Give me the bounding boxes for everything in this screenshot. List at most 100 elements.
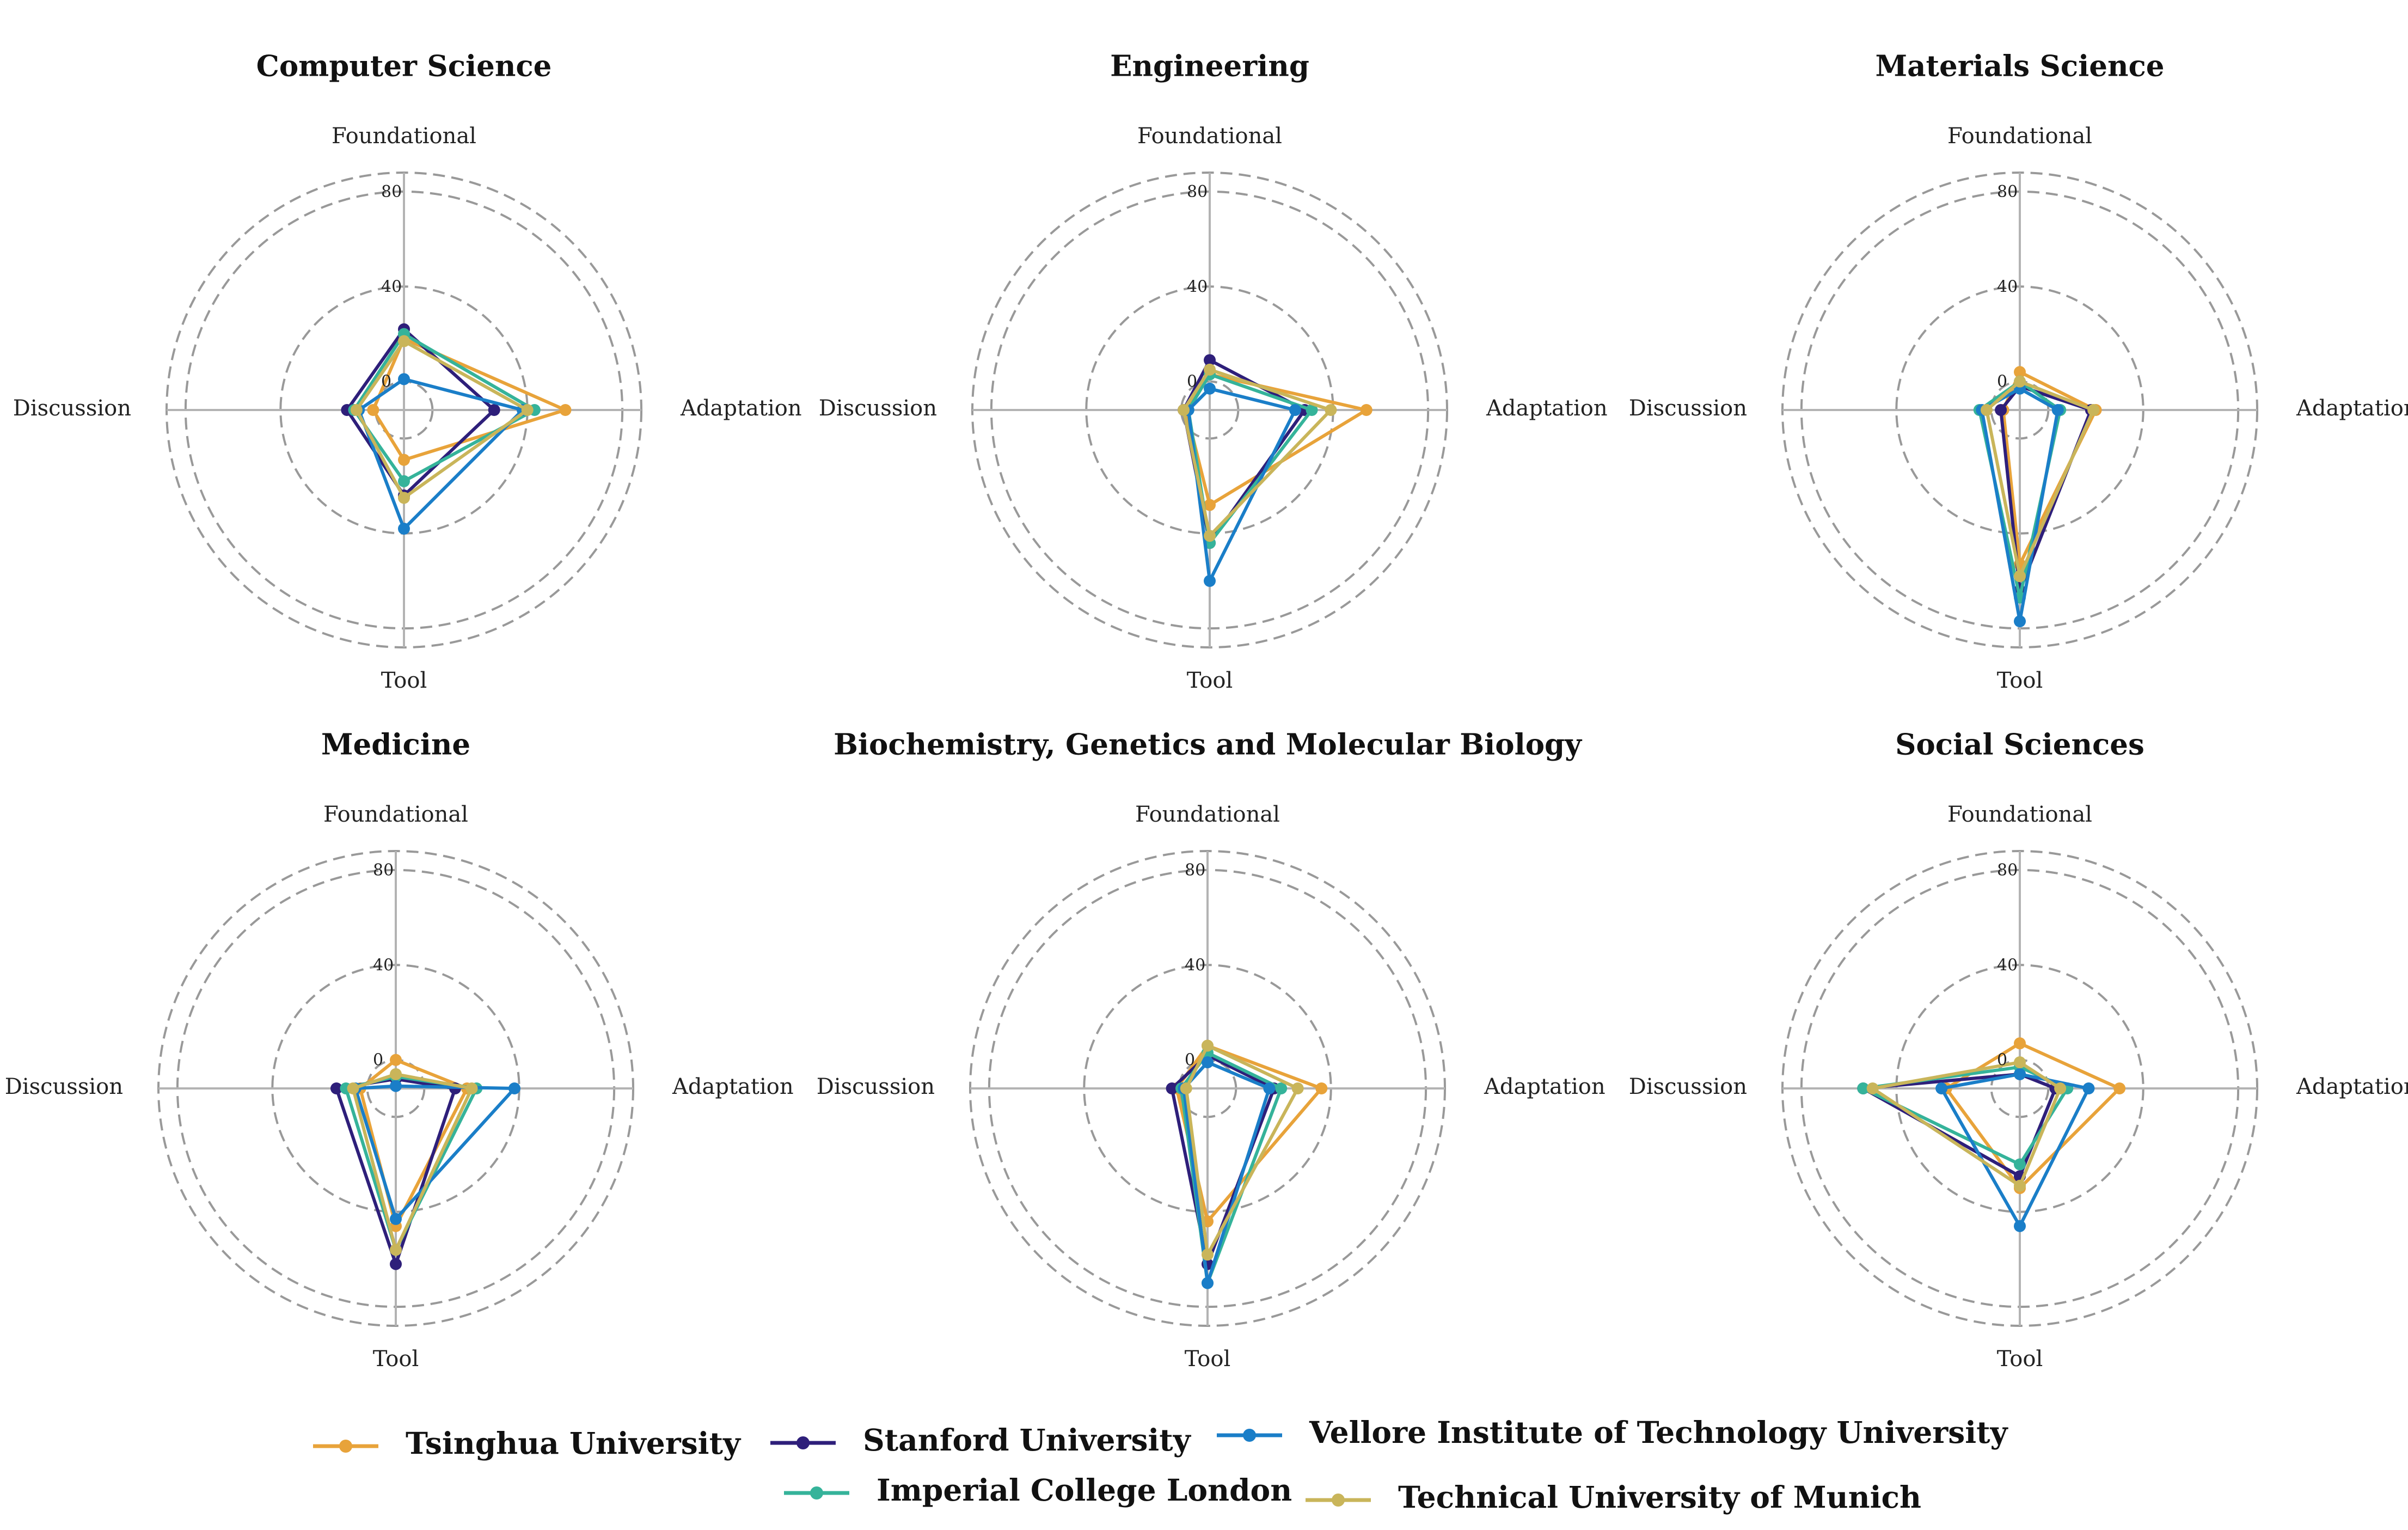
series-line: [371, 337, 567, 462]
data-point-foundational: [2014, 1037, 2026, 1050]
axis-label-discussion: Discussion: [819, 396, 937, 421]
radar-panel-biochemistry-genetics-and-molecular-biology: Biochemistry, Genetics and Molecular Bio…: [817, 728, 1606, 1372]
data-point-foundational: [2014, 1068, 2026, 1080]
data-point-tool: [2014, 1220, 2026, 1232]
data-point-foundational: [390, 1080, 402, 1092]
axis-label-discussion: Discussion: [13, 396, 131, 421]
panel-title: Materials Science: [1876, 50, 2165, 83]
data-point-tool: [390, 1258, 402, 1270]
axis-label-foundational: Foundational: [1947, 802, 2092, 827]
data-point-tool: [2014, 570, 2026, 583]
data-point-adaptation: [1291, 1082, 1304, 1094]
axis-label-foundational: Foundational: [323, 802, 468, 827]
series-line: [1999, 384, 2093, 592]
axis-label-tool: Tool: [1997, 1347, 2043, 1372]
axis-label-adaptation: Adaptation: [672, 1074, 794, 1099]
data-point-tool: [398, 492, 410, 504]
data-point-tool: [1204, 574, 1216, 587]
axis-label-tool: Tool: [373, 1347, 419, 1372]
data-point-adaptation: [521, 404, 534, 416]
tick-label-0: 0: [1185, 1051, 1195, 1070]
radar-panel-social-sciences: Social Sciences 0 40 80 Foundational Adaptati…: [1629, 728, 2408, 1372]
legend-entry-vellore-institute-of-technology-university: Vellore Institute of Technology Universi…: [1217, 1415, 2009, 1450]
data-point-adaptation: [1325, 404, 1337, 416]
data-point-adaptation: [465, 1082, 478, 1094]
data-point-discussion: [1980, 404, 1993, 416]
axis-label-adaptation: Adaptation: [2296, 396, 2408, 421]
radar-panel-computer-science: Computer Science 0 40 80 Foundational Adaptat…: [13, 50, 802, 694]
legend-marker: [1332, 1494, 1345, 1507]
tick-label-40: 40: [381, 277, 402, 296]
series-vellore-institute-of-technology-university: [1182, 382, 1301, 587]
legend-marker: [1243, 1429, 1256, 1442]
data-point-discussion: [1857, 1082, 1870, 1094]
data-point-tool: [390, 1244, 402, 1256]
legend-label: Stanford University: [863, 1422, 1192, 1458]
data-point-adaptation: [1263, 1082, 1276, 1094]
data-point-discussion: [330, 1082, 342, 1094]
panel-title: Engineering: [1110, 50, 1309, 83]
data-point-adaptation: [2082, 1082, 2095, 1094]
axis-label-foundational: Foundational: [1135, 802, 1280, 827]
axis-label-foundational: Foundational: [1947, 124, 2092, 149]
axis-label-tool: Tool: [381, 668, 427, 693]
tick-label-80: 80: [1997, 861, 2018, 880]
tick-label-0: 0: [373, 1051, 383, 1070]
legend-entry-technical-university-of-munich: Technical University of Munich: [1306, 1479, 1921, 1515]
tick-label-40: 40: [1185, 956, 1205, 975]
legend-entry-tsinghua-university: Tsinghua University: [313, 1425, 742, 1461]
radar-panel-engineering: Engineering 0 40 80 Foundational Adaptation To…: [819, 50, 1608, 694]
axis-label-discussion: Discussion: [5, 1074, 123, 1099]
axis-label-adaptation: Adaptation: [2296, 1074, 2408, 1099]
data-point-adaptation: [1360, 404, 1373, 416]
tick-label-80: 80: [1187, 182, 1208, 201]
radar-panel-materials-science: Materials Science 0 40 80 Foundational Adapta…: [1629, 50, 2408, 694]
series-technical-university-of-munich: [1178, 363, 1337, 542]
data-point-adaptation: [508, 1082, 520, 1094]
tick-label-80: 80: [373, 861, 394, 880]
legend-marker: [796, 1436, 810, 1449]
data-point-tool: [390, 1213, 402, 1225]
axis-label-discussion: Discussion: [1629, 396, 1747, 421]
data-point-adaptation: [1306, 404, 1318, 416]
axis-label-adaptation: Adaptation: [680, 396, 802, 421]
series-technical-university-of-munich: [1980, 375, 2100, 583]
legend-marker: [339, 1440, 352, 1453]
data-point-adaptation: [559, 404, 572, 416]
legend: Tsinghua University Stanford University Ve…: [313, 1415, 2009, 1515]
data-point-discussion: [347, 1082, 359, 1094]
tick-label-40: 40: [1187, 277, 1208, 296]
legend-entry-imperial-college-london: Imperial College London: [784, 1472, 1292, 1508]
data-point-foundational: [1202, 1039, 1214, 1052]
axis-label-adaptation: Adaptation: [1486, 396, 1608, 421]
data-point-discussion: [367, 404, 379, 416]
data-point-foundational: [1202, 1056, 1214, 1069]
data-point-tool: [1204, 499, 1216, 511]
data-point-adaptation: [1289, 404, 1301, 416]
tick-label-80: 80: [381, 182, 402, 201]
data-point-tool: [1204, 530, 1216, 542]
data-point-foundational: [1204, 382, 1216, 395]
panel-title: Medicine: [321, 728, 470, 762]
data-point-foundational: [2014, 366, 2026, 378]
data-point-discussion: [1935, 1082, 1948, 1094]
tick-label-40: 40: [1997, 277, 2018, 296]
legend-entry-stanford-university: Stanford University: [770, 1422, 1192, 1458]
legend-marker: [810, 1486, 823, 1500]
data-point-foundational: [1204, 363, 1216, 376]
data-point-tool: [2014, 1158, 2026, 1171]
axis-label-foundational: Foundational: [332, 124, 476, 149]
data-point-tool: [1202, 1249, 1214, 1261]
tick-label-40: 40: [373, 956, 394, 975]
panel-title: Biochemistry, Genetics and Molecular Bio…: [834, 728, 1583, 762]
data-point-tool: [2014, 1179, 2026, 1192]
data-point-foundational: [390, 1068, 402, 1080]
legend-label: Tsinghua University: [406, 1425, 742, 1461]
series-technical-university-of-munich: [1866, 1056, 2067, 1192]
tick-label-0: 0: [1187, 372, 1197, 391]
data-point-tool: [398, 454, 410, 466]
axis-label-foundational: Foundational: [1137, 124, 1282, 149]
data-point-adaptation: [2051, 404, 2064, 416]
data-point-discussion: [350, 404, 363, 416]
